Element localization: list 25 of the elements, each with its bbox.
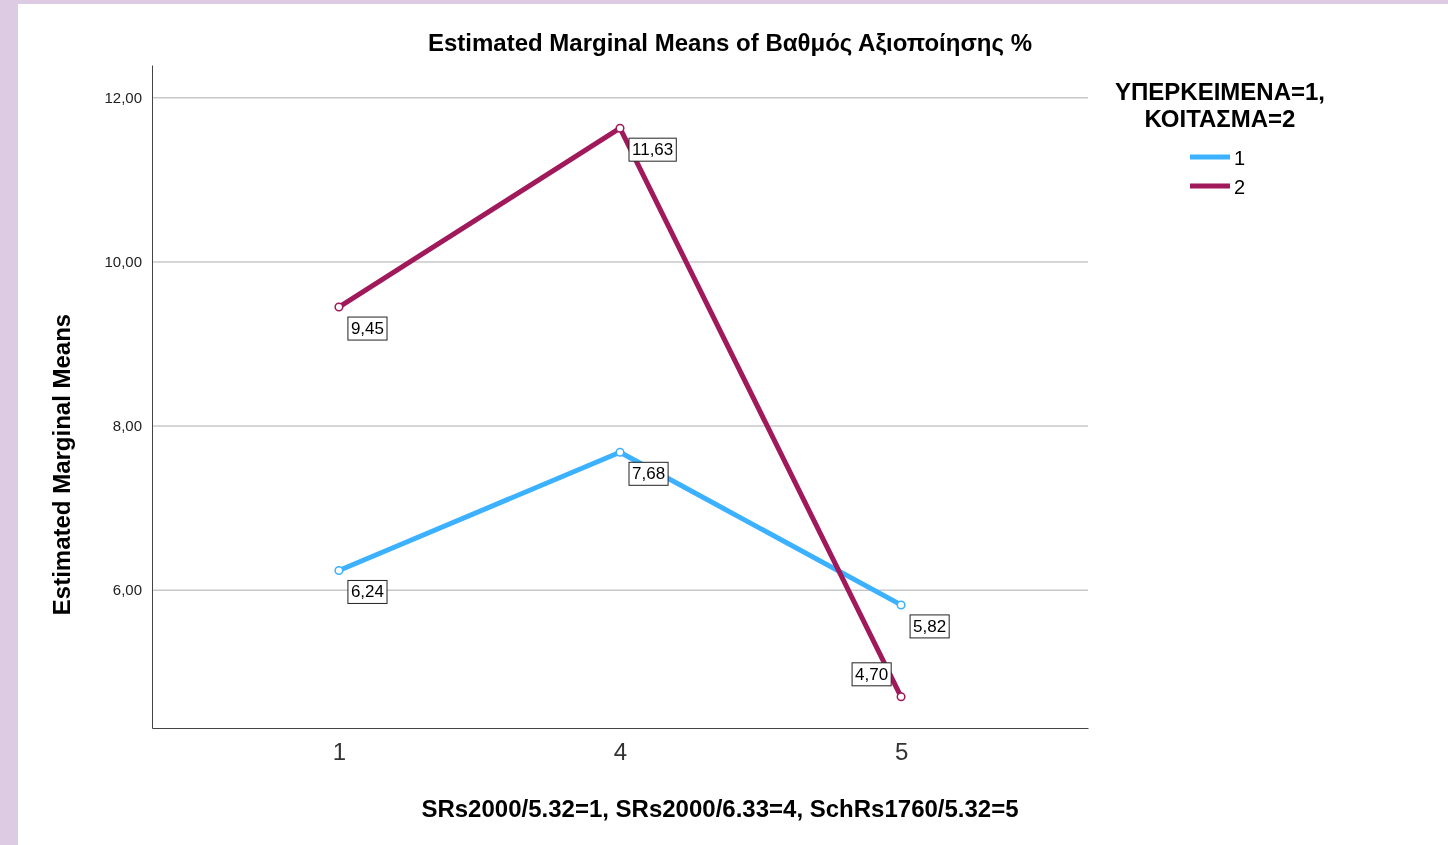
x-tick-label: 5 xyxy=(894,738,909,766)
y-axis-title: Estimated Marginal Means xyxy=(48,313,75,616)
data-label: 4,70 xyxy=(855,664,889,684)
point xyxy=(334,565,344,575)
point xyxy=(896,692,906,702)
x-tick-label: 4 xyxy=(613,738,628,766)
y-tick-label: 12,00 xyxy=(104,89,142,107)
x-axis-title: SRs2000/5.32=1, SRs2000/6.33=4, SchRs1760/5.32=5 xyxy=(421,795,1019,822)
data-label: 5,82 xyxy=(913,616,947,636)
data-label: 11,63 xyxy=(632,140,674,160)
legend-title: ΥΠΕΡΚΕΙΜΕΝΑ=1, ΚΟΙΤΑΣΜΑ=2 xyxy=(1114,78,1326,132)
chart-title: Estimated Marginal Means of Βαθμός Αξιοποίησης % xyxy=(427,29,1033,56)
data-label: 6,24 xyxy=(350,582,385,602)
y-tick-label: 8,00 xyxy=(112,417,142,435)
legend-label: 1 xyxy=(1234,147,1246,169)
point xyxy=(615,123,625,133)
point xyxy=(334,302,344,312)
y-tick-label: 10,00 xyxy=(104,253,142,271)
x-tick-label: 1 xyxy=(332,738,347,766)
legend-label: 2 xyxy=(1234,176,1246,198)
data-label: 9,45 xyxy=(350,319,385,339)
y-tick-label: 6,00 xyxy=(112,581,142,599)
point xyxy=(615,447,625,457)
point xyxy=(896,600,906,610)
data-label: 7,68 xyxy=(632,464,666,484)
